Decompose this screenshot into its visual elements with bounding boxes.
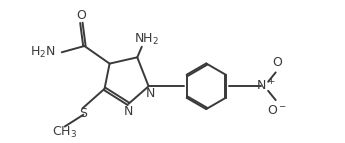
Text: N$^+$: N$^+$	[256, 79, 276, 94]
Text: O: O	[272, 56, 282, 69]
Text: N: N	[145, 87, 155, 100]
Text: NH$_2$: NH$_2$	[134, 32, 159, 47]
Text: CH$_3$: CH$_3$	[52, 125, 77, 140]
Text: O$^-$: O$^-$	[267, 104, 287, 117]
Text: N: N	[123, 105, 132, 118]
Text: H$_2$N: H$_2$N	[30, 45, 56, 60]
Text: S: S	[79, 107, 87, 120]
Text: O: O	[77, 9, 86, 22]
